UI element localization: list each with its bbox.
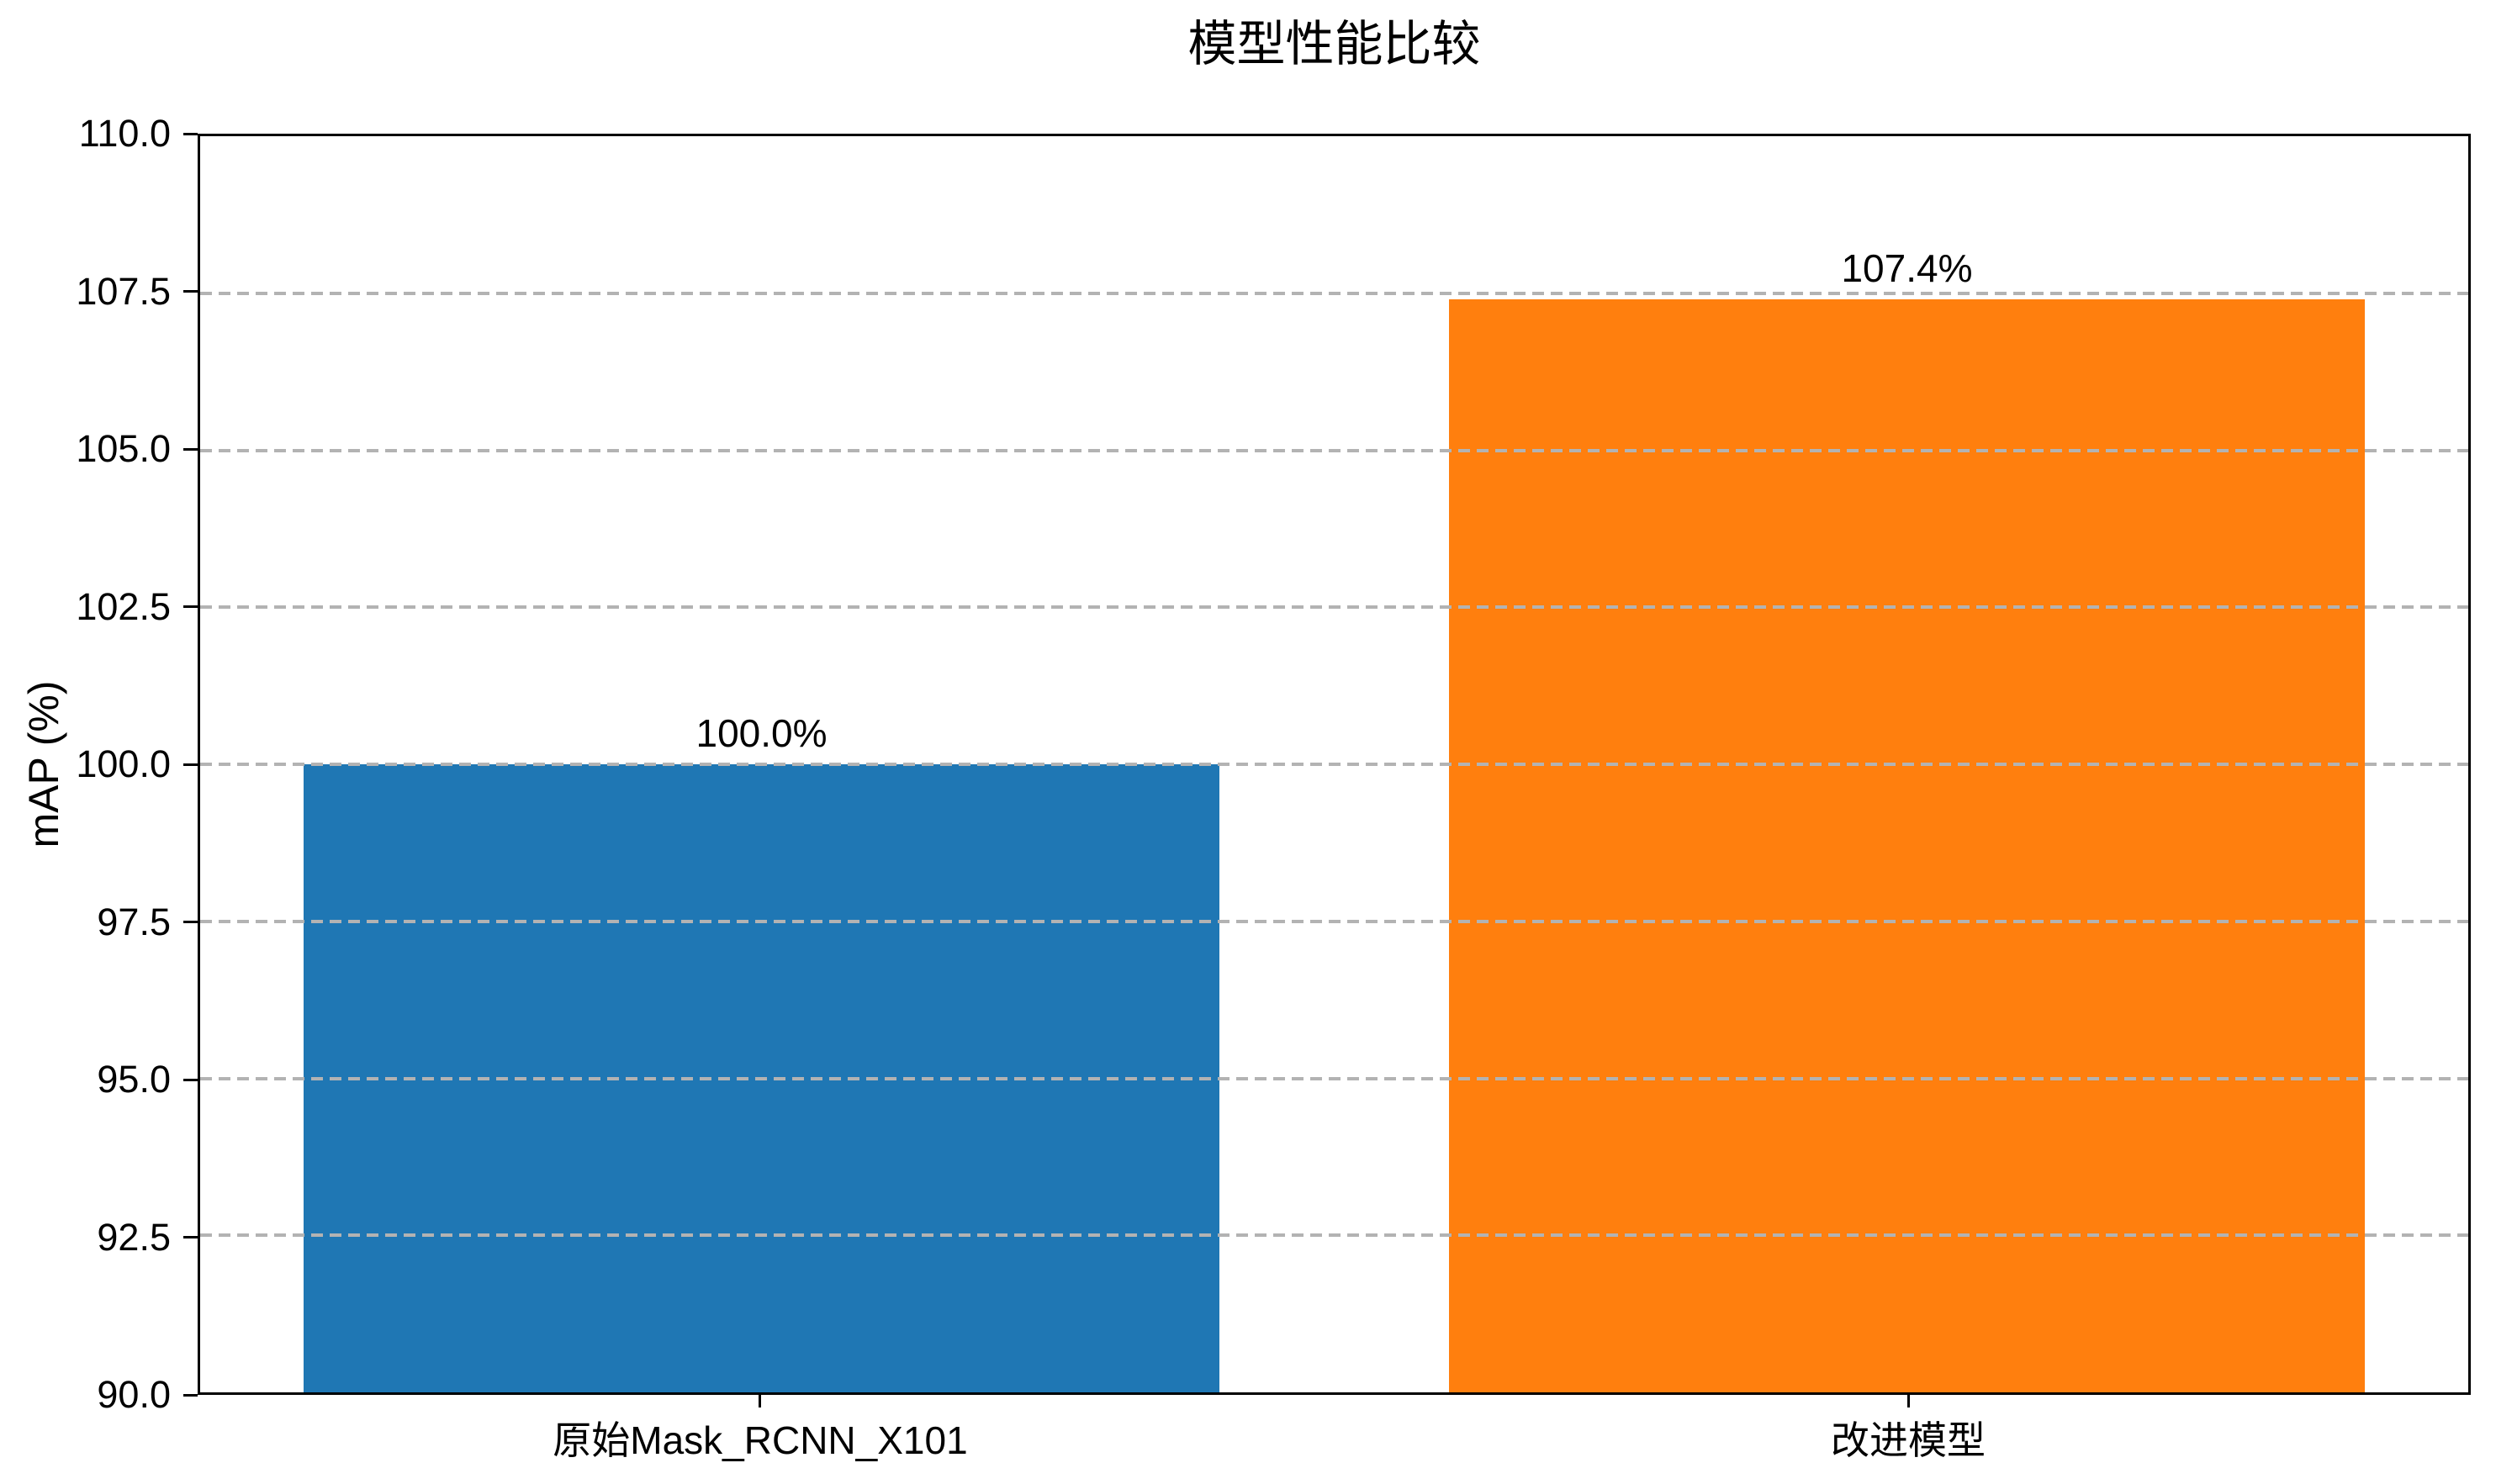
bar-value-label: 100.0% bbox=[695, 711, 828, 755]
x-tick-mark bbox=[759, 1395, 762, 1407]
gridline bbox=[200, 763, 2468, 766]
x-tick-mark bbox=[1906, 1395, 1910, 1407]
y-tick-mark bbox=[183, 763, 198, 766]
bar bbox=[1448, 299, 2366, 1392]
y-tick-label: 97.5 bbox=[97, 900, 171, 943]
gridline bbox=[200, 1233, 2468, 1238]
y-tick-mark bbox=[183, 447, 198, 451]
bar-labels-layer: 100.0% 107.4% bbox=[200, 136, 2468, 1392]
y-tick-label: 90.0 bbox=[97, 1373, 171, 1416]
bar-value-label: 107.4% bbox=[1841, 246, 1973, 291]
y-axis-label: mAP (%) bbox=[20, 680, 67, 848]
gridline bbox=[200, 1076, 2468, 1080]
gridline bbox=[200, 919, 2468, 923]
gridline bbox=[200, 291, 2468, 295]
y-tick-mark bbox=[183, 1393, 198, 1397]
y-tick-mark bbox=[183, 290, 198, 293]
y-tick-mark bbox=[183, 1078, 198, 1081]
y-tick-label: 102.5 bbox=[76, 584, 171, 628]
chart-title: 模型性能比较 bbox=[1187, 17, 1481, 71]
y-tick-label: 105.0 bbox=[76, 427, 171, 470]
y-tick-mark bbox=[183, 132, 198, 135]
x-tick-label: 原始Mask_RCNN_X101 bbox=[553, 1418, 968, 1462]
plot-area: 100.0% 107.4% bbox=[198, 134, 2471, 1395]
gridline bbox=[200, 605, 2468, 610]
y-tick-label: 95.0 bbox=[97, 1058, 171, 1101]
x-tick-label: 改进模型 bbox=[1831, 1418, 1986, 1462]
y-tick-label: 110.0 bbox=[78, 112, 171, 155]
y-tick-label: 107.5 bbox=[76, 269, 171, 313]
y-tick-mark bbox=[183, 605, 198, 608]
y-tick-mark bbox=[183, 921, 198, 923]
gridlines-layer bbox=[200, 136, 2468, 1392]
y-tick-mark bbox=[183, 1236, 198, 1238]
y-tick-label: 92.5 bbox=[97, 1215, 171, 1259]
gridline bbox=[200, 448, 2468, 452]
